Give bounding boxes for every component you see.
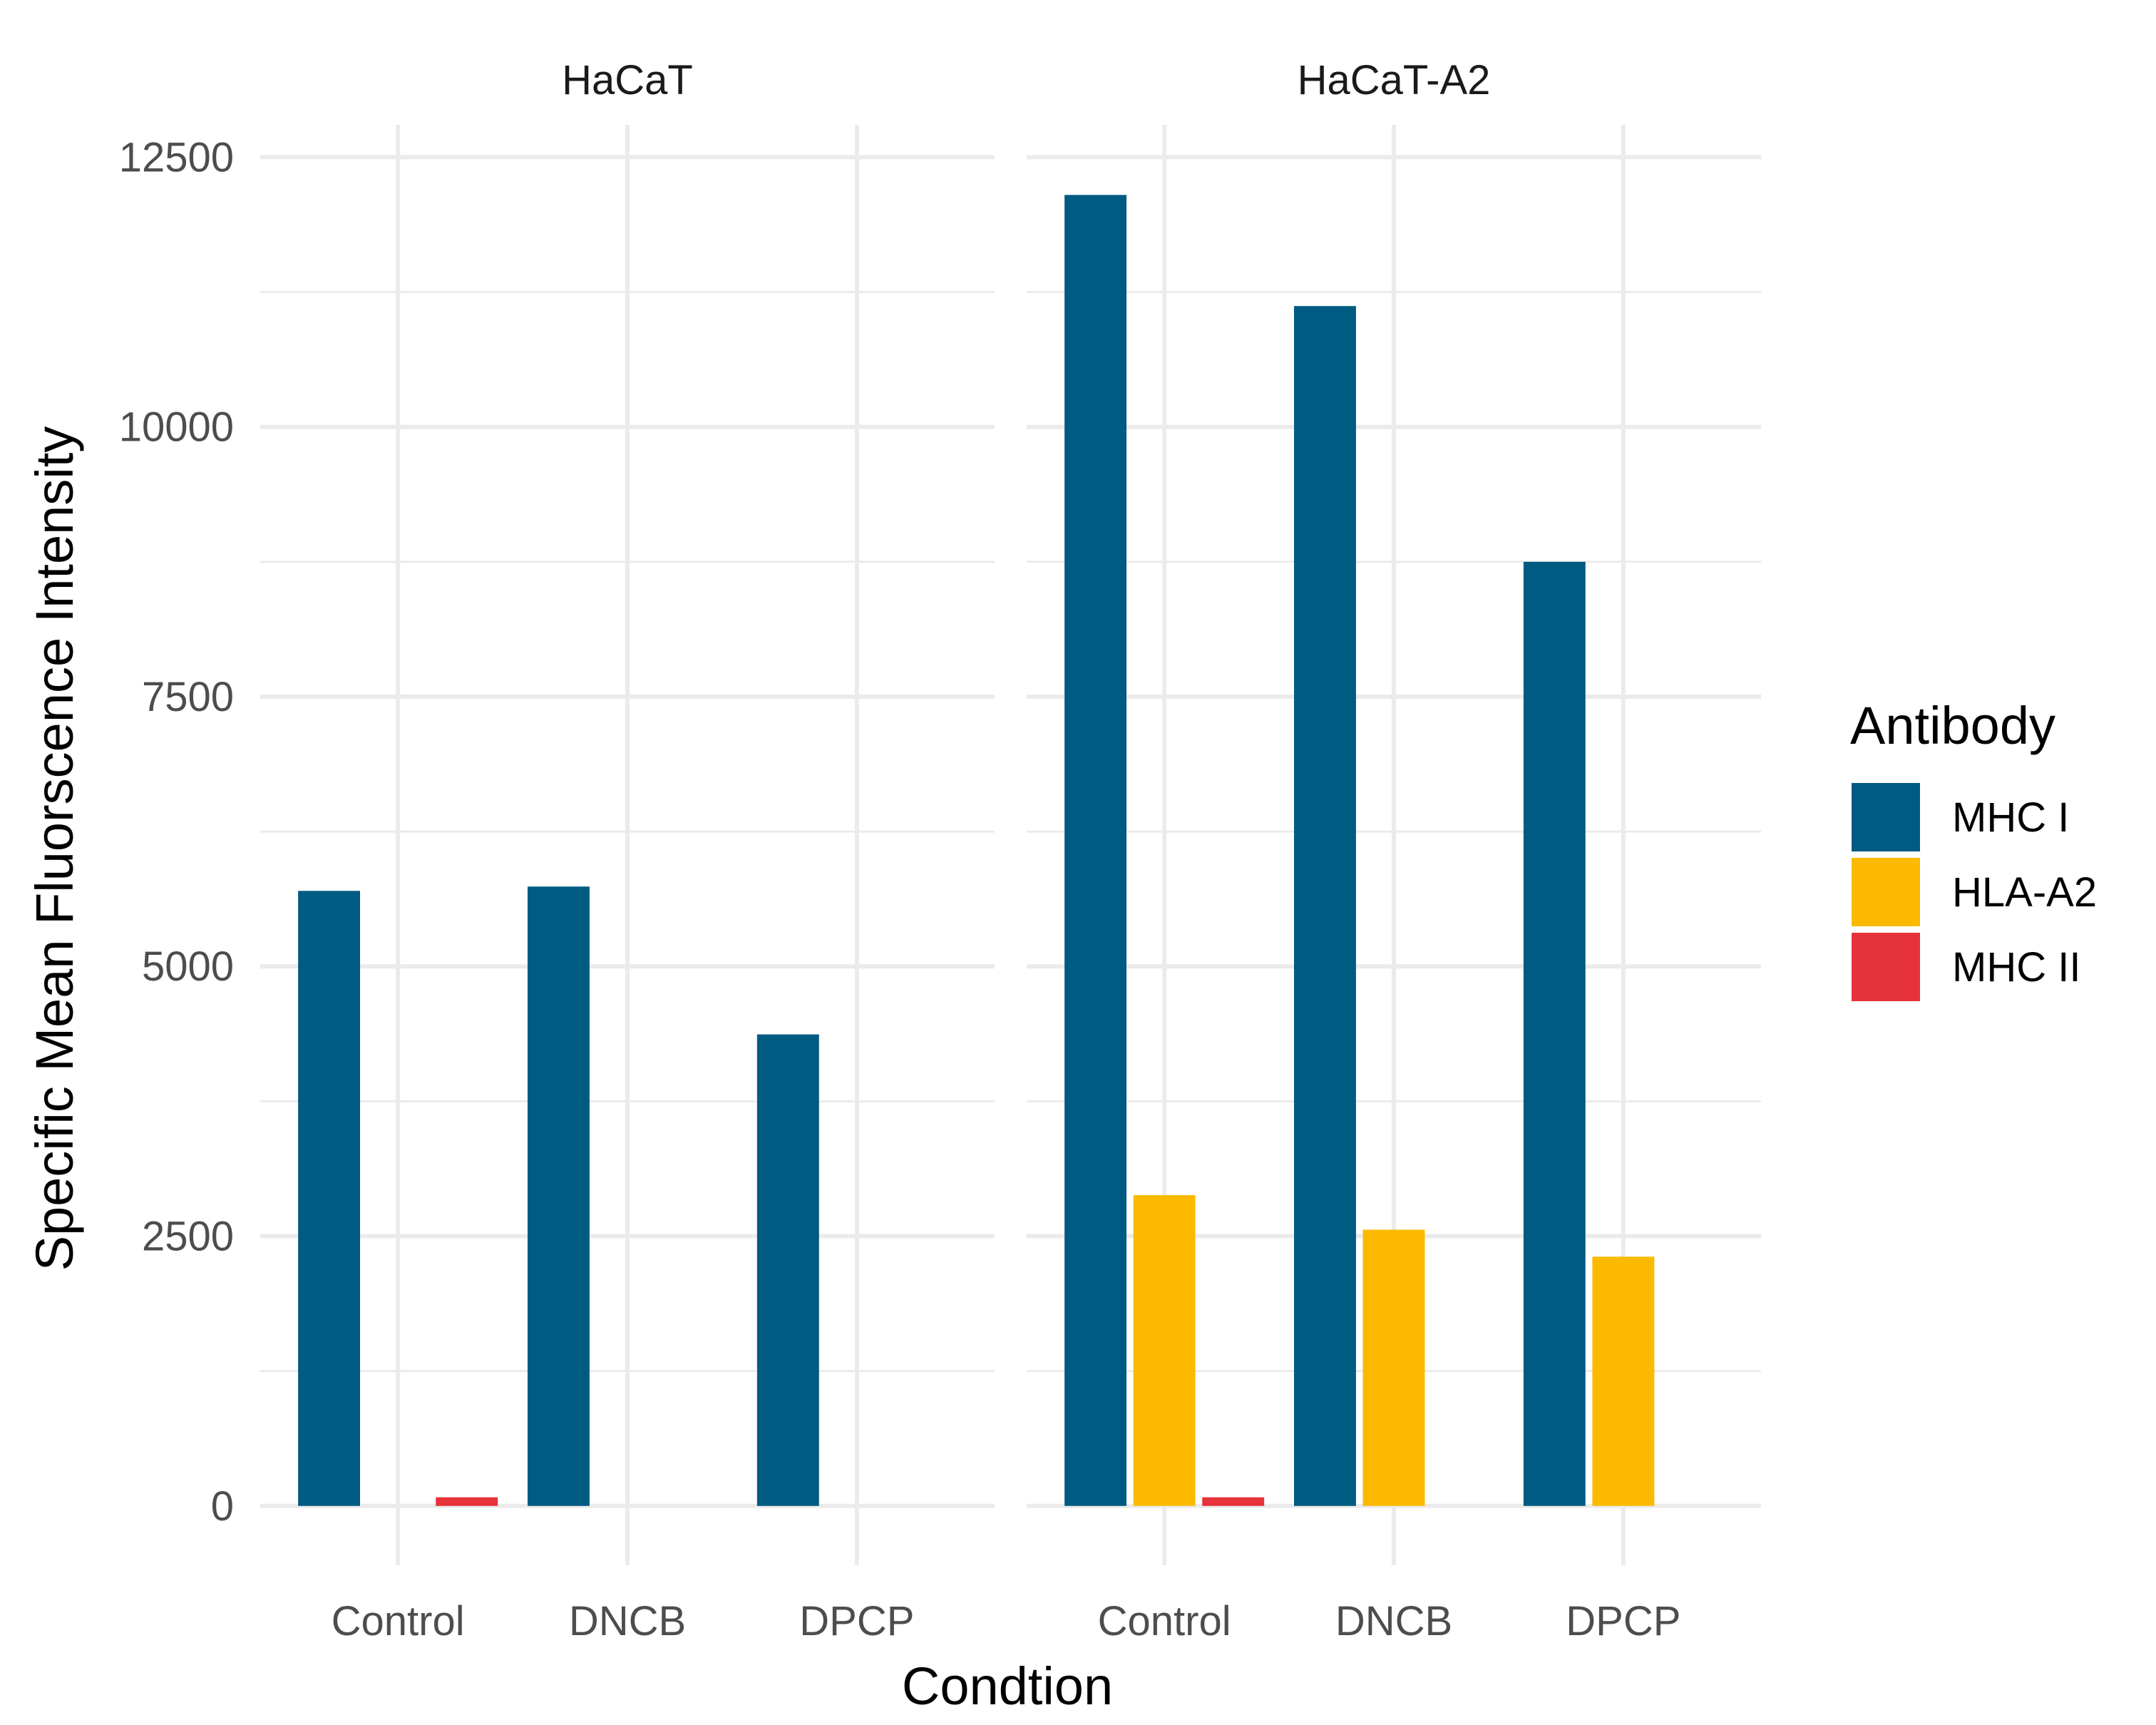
legend-key-hla-a2 — [1852, 858, 1920, 926]
bar-mhc-i-dpcp — [756, 1034, 819, 1506]
facet-strip-label: HaCaT — [562, 57, 693, 103]
x-tick-label: DPCP — [1566, 1598, 1680, 1644]
y-tick-label: 10000 — [119, 404, 234, 451]
panel-bars — [298, 886, 819, 1506]
bar-mhc-i-dncb — [527, 886, 590, 1506]
x-tick-label: DNCB — [1335, 1598, 1452, 1644]
panels: Control DNCB DPCP HaCaT Control DNCB DPCP HaCaT… — [260, 57, 1761, 1644]
legend-label: MHC I — [1952, 794, 2069, 841]
y-tick-label: 7500 — [142, 674, 234, 720]
bar-mhc-ii-control — [1202, 1497, 1265, 1506]
y-tick-label: 2500 — [142, 1214, 234, 1260]
bar-mhc-i-control — [1064, 195, 1127, 1506]
legend-key-mhc-i — [1852, 783, 1920, 851]
bar-hla-a2-control — [1133, 1195, 1196, 1506]
x-tick-label: Control — [332, 1598, 465, 1644]
y-tick-label: 0 — [211, 1483, 234, 1530]
panel-hacat: Control DNCB DPCP HaCaT — [260, 57, 995, 1644]
y-tick-label: 12500 — [119, 134, 234, 180]
bar-hla-a2-dpcp — [1592, 1256, 1655, 1506]
panel-bars — [1064, 195, 1655, 1506]
legend-label: MHC II — [1952, 944, 2080, 991]
y-tick-label: 5000 — [142, 943, 234, 990]
panel-grid — [260, 125, 995, 1565]
y-axis: 0 2500 5000 7500 10000 12500 — [119, 134, 234, 1529]
y-axis-title: Specific Mean Fluorscence Intensity — [25, 426, 84, 1271]
bar-hla-a2-dncb — [1362, 1229, 1425, 1506]
x-tick-label: DPCP — [799, 1598, 914, 1644]
bar-mhc-i-control — [298, 891, 361, 1506]
x-axis-title: Condtion — [902, 1657, 1113, 1716]
legend: Antibody MHC I HLA-A2 MHC II — [1850, 696, 2097, 1001]
facet-strip-label: HaCaT-A2 — [1298, 57, 1491, 103]
bar-mhc-ii-control — [436, 1497, 498, 1506]
legend-title: Antibody — [1850, 696, 2055, 755]
x-tick-label: Control — [1098, 1598, 1231, 1644]
legend-label: HLA-A2 — [1952, 869, 2097, 916]
bar-mhc-i-dncb — [1293, 306, 1356, 1506]
x-tick-label: DNCB — [569, 1598, 686, 1644]
legend-key-mhc-ii — [1852, 933, 1920, 1001]
bar-mhc-i-dpcp — [1523, 561, 1586, 1506]
panel-hacat-a2: Control DNCB DPCP HaCaT-A2 — [1027, 57, 1761, 1644]
